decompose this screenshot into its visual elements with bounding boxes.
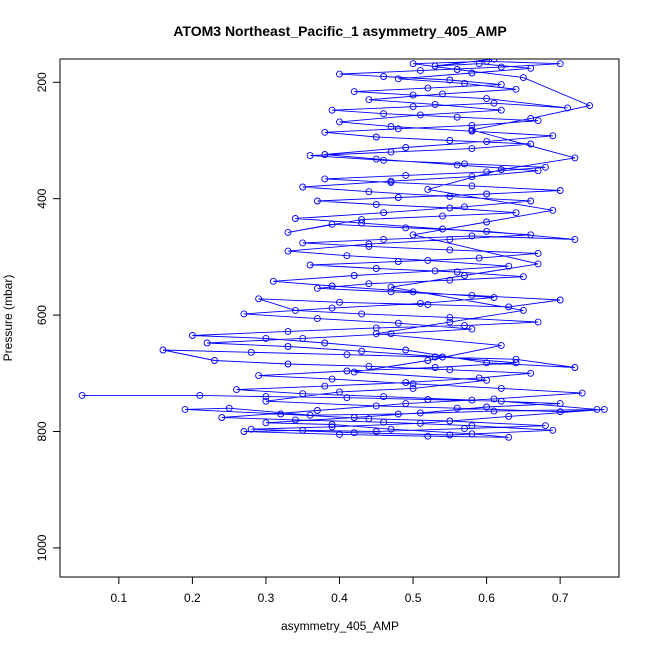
y-axis: 200 400 600 800 1000 [35,72,60,561]
x-tick-label: 0.6 [478,591,495,605]
x-axis-label: asymmetry_405_AMP [281,619,399,633]
x-tick-label: 0.3 [258,591,275,605]
series-line [82,59,604,437]
plot-area [79,56,607,440]
y-tick-label: 800 [35,421,49,441]
y-tick-label: 1000 [35,534,49,561]
x-tick-label: 0.4 [331,591,348,605]
y-tick-label: 200 [35,72,49,92]
x-tick-label: 0.1 [110,591,127,605]
chart-title: ATOM3 Northeast_Pacific_1 asymmetry_405_… [173,23,506,39]
x-tick-label: 0.5 [405,591,422,605]
x-tick-label: 0.7 [552,591,569,605]
x-axis: 0.1 0.2 0.3 0.4 0.5 0.6 0.7 [110,577,568,605]
plot-frame [60,59,619,577]
y-tick-label: 600 [35,305,49,325]
x-tick-label: 0.2 [184,591,201,605]
y-axis-label: Pressure (mbar) [1,275,15,362]
y-tick-label: 400 [35,188,49,208]
